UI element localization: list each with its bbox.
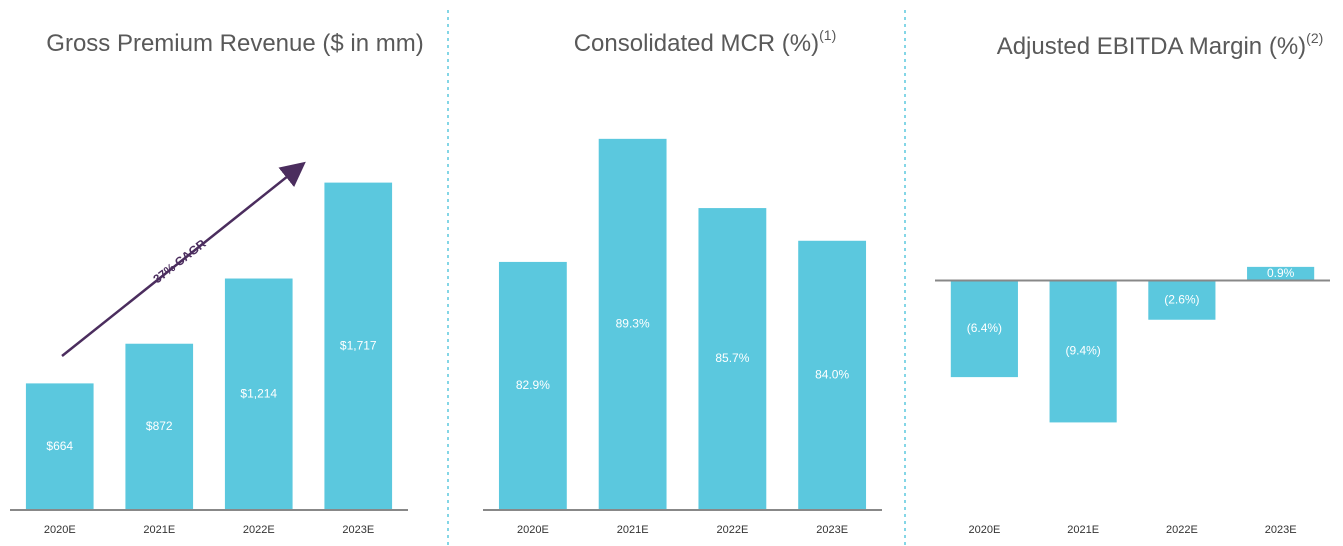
x-tick-label: 2022E bbox=[716, 524, 748, 536]
bar bbox=[1049, 280, 1117, 423]
value-label: (9.4%) bbox=[1065, 344, 1100, 358]
value-label: 82.9% bbox=[516, 378, 550, 392]
value-label: $664 bbox=[46, 439, 73, 453]
x-tick-label: 2020E bbox=[968, 524, 1000, 536]
value-label: 84.0% bbox=[815, 368, 849, 382]
value-label: $1,717 bbox=[340, 338, 377, 352]
bar bbox=[498, 261, 567, 510]
bar bbox=[598, 138, 667, 510]
x-tick-label: 2022E bbox=[243, 524, 275, 536]
x-tick-label: 2023E bbox=[1265, 524, 1297, 536]
chart-title: Consolidated MCR (%)(1) bbox=[574, 27, 837, 58]
bar bbox=[125, 343, 194, 510]
bar bbox=[25, 383, 94, 510]
value-label: 0.9% bbox=[1267, 266, 1295, 280]
annotation: 37% CAGR bbox=[150, 236, 208, 286]
x-tick-label: 2022E bbox=[1166, 524, 1198, 536]
x-tick-label: 2023E bbox=[342, 524, 374, 536]
title-footnote: (1) bbox=[819, 27, 836, 43]
chart-title: Adjusted EBITDA Margin (%)(2) bbox=[997, 30, 1324, 61]
title-text: Gross Premium Revenue ($ in mm) bbox=[46, 30, 423, 57]
x-tick-label: 2021E bbox=[143, 524, 175, 536]
title-text: Consolidated MCR (%) bbox=[574, 30, 819, 57]
value-label: $1,214 bbox=[240, 386, 277, 400]
bar bbox=[1247, 266, 1315, 281]
bar bbox=[698, 208, 767, 511]
x-tick-label: 2023E bbox=[816, 524, 848, 536]
bar bbox=[798, 240, 867, 510]
cagr-arrow bbox=[61, 161, 306, 357]
title-footnote: (2) bbox=[1306, 30, 1323, 46]
value-label: 89.3% bbox=[616, 317, 650, 331]
value-label: $872 bbox=[146, 419, 173, 433]
bar bbox=[224, 278, 293, 510]
x-tick-label: 2021E bbox=[1067, 524, 1099, 536]
value-label: 85.7% bbox=[715, 351, 749, 365]
chart-title: Gross Premium Revenue ($ in mm) bbox=[46, 30, 423, 57]
x-tick-label: 2021E bbox=[617, 524, 649, 536]
x-tick-label: 2020E bbox=[44, 524, 76, 536]
bar bbox=[950, 280, 1018, 378]
x-tick-label: 2020E bbox=[517, 524, 549, 536]
bar bbox=[1148, 280, 1216, 320]
bar bbox=[324, 182, 393, 510]
title-text: Adjusted EBITDA Margin (%) bbox=[997, 33, 1306, 60]
value-label: (2.6%) bbox=[1164, 292, 1199, 306]
value-label: (6.4%) bbox=[967, 321, 1002, 335]
